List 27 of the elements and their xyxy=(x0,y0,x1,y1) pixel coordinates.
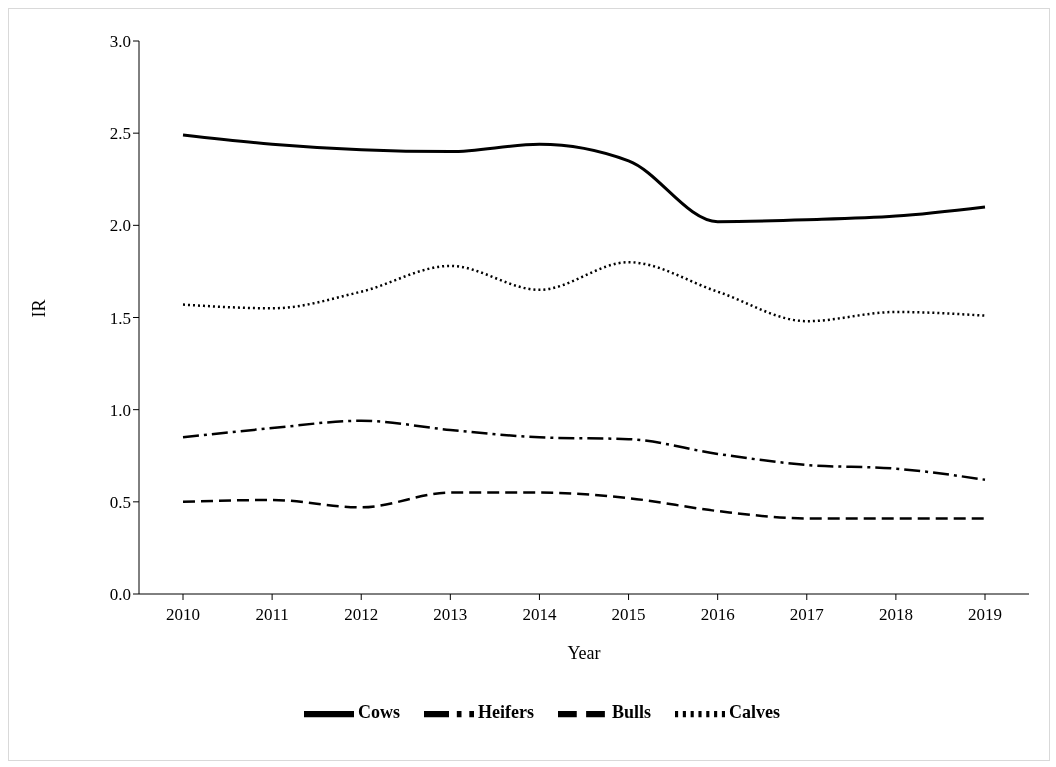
legend-label: Calves xyxy=(729,701,780,722)
y-tick-label: 2.0 xyxy=(109,216,131,236)
y-tick-label: 1.0 xyxy=(109,400,131,420)
y-tick-label: 1.5 xyxy=(109,308,131,328)
y-tick-label: 0.0 xyxy=(109,585,131,605)
x-tick-label: 2015 xyxy=(611,605,646,625)
x-tick-label: 2012 xyxy=(344,605,379,625)
line-series xyxy=(181,419,987,481)
line-series xyxy=(181,260,987,323)
x-axis-title: Year xyxy=(567,643,601,663)
x-tick-label: 2013 xyxy=(433,605,468,625)
y-axis-title: IR xyxy=(29,299,50,318)
line-series xyxy=(181,491,987,520)
y-tick-label: 2.5 xyxy=(109,124,131,144)
x-tick-label: 2010 xyxy=(166,605,200,625)
legend-label: Heifers xyxy=(478,701,534,722)
x-tick-label: 2017 xyxy=(789,605,825,625)
legend-label: Cows xyxy=(357,701,400,722)
y-tick-label: 3.0 xyxy=(109,32,131,52)
line-series xyxy=(181,133,987,224)
x-tick-label: 2019 xyxy=(968,605,1002,625)
y-tick-label: 0.5 xyxy=(109,492,131,512)
x-tick-label: 2011 xyxy=(255,605,289,625)
x-tick-label: 2014 xyxy=(522,605,557,625)
legend-label: Bulls xyxy=(611,701,651,722)
x-tick-label: 2018 xyxy=(878,605,913,625)
x-tick-label: 2016 xyxy=(700,605,735,625)
